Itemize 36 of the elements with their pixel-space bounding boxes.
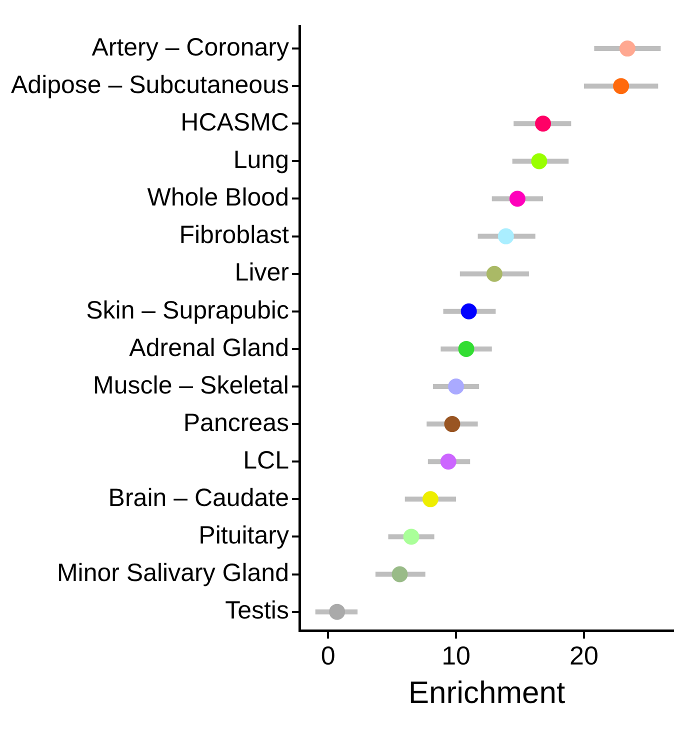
x-tick-label: 0 [320,640,336,670]
y-tick-label: Artery – Coronary [92,33,290,62]
y-tick-label: Pituitary [198,522,290,550]
point [392,566,408,582]
point [329,604,346,620]
point [613,78,630,94]
point [535,116,552,132]
y-tick-label: HCASMC [180,108,289,137]
y-tick-label: Minor Salivary Gland [56,559,289,588]
point [486,266,502,282]
point [448,378,464,395]
y-tick-label: Lung [233,146,289,174]
y-tick-label: Whole Blood [147,184,289,212]
point [444,416,460,432]
y-tick-label: Brain – Caudate [108,484,289,512]
x-tick-label: 20 [570,640,598,670]
y-tick-label: Skin – Suprapubic [86,296,289,324]
y-tick-label: Liver [234,258,289,287]
point [531,153,548,170]
y-tick-label: LCL [243,446,290,475]
point [509,190,526,207]
point [619,40,636,57]
y-tick-label: Muscle – Skeletal [93,371,289,400]
x-tick-label: 10 [442,640,471,670]
point [422,491,438,508]
y-tick-label: Pancreas [183,408,289,437]
point [498,228,514,244]
point [403,528,420,545]
y-tick-label: Adipose – Subcutaneous [10,70,289,99]
y-tick-label: Testis [225,596,289,625]
y-tick-label: Adrenal Gland [129,334,289,362]
point [440,454,456,470]
point [460,303,477,320]
y-tick-label: Fibroblast [179,221,290,250]
point [458,340,474,357]
x-axis-title: Enrichment [408,674,566,710]
